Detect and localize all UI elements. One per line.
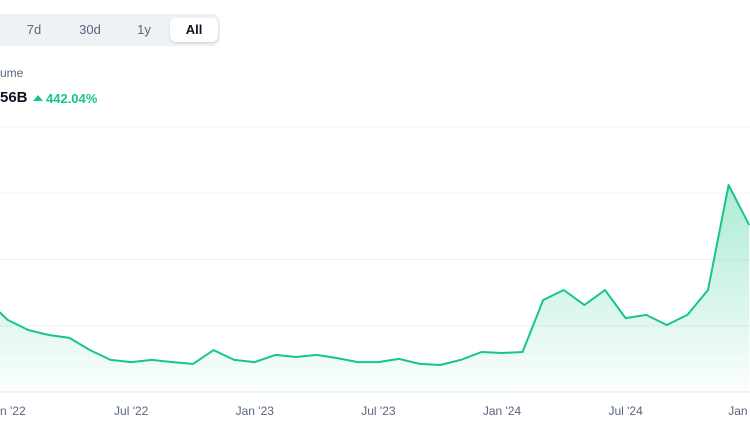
x-tick-label: Jul '24 xyxy=(608,404,643,418)
range-button[interactable]: 30d xyxy=(79,22,101,37)
x-tick-label: Jul '22 xyxy=(114,404,149,418)
x-tick-label: Jan '24 xyxy=(483,404,522,418)
x-tick-label: Jan '23 xyxy=(236,404,275,418)
line xyxy=(0,184,750,366)
range-button[interactable]: All xyxy=(170,18,218,42)
up-arrow xyxy=(33,95,43,101)
stat-change: 442.04% xyxy=(46,91,98,106)
x-tick-label: Jul '23 xyxy=(361,404,396,418)
x-tick-label: n '22 xyxy=(0,404,26,418)
x-tick-label: Jan xyxy=(728,404,747,418)
stat-value: 56B xyxy=(0,89,28,106)
area xyxy=(0,185,750,392)
range-button[interactable]: 7d xyxy=(26,22,42,37)
range-button[interactable]: 1y xyxy=(137,22,151,37)
stat-label: ume xyxy=(0,66,24,80)
